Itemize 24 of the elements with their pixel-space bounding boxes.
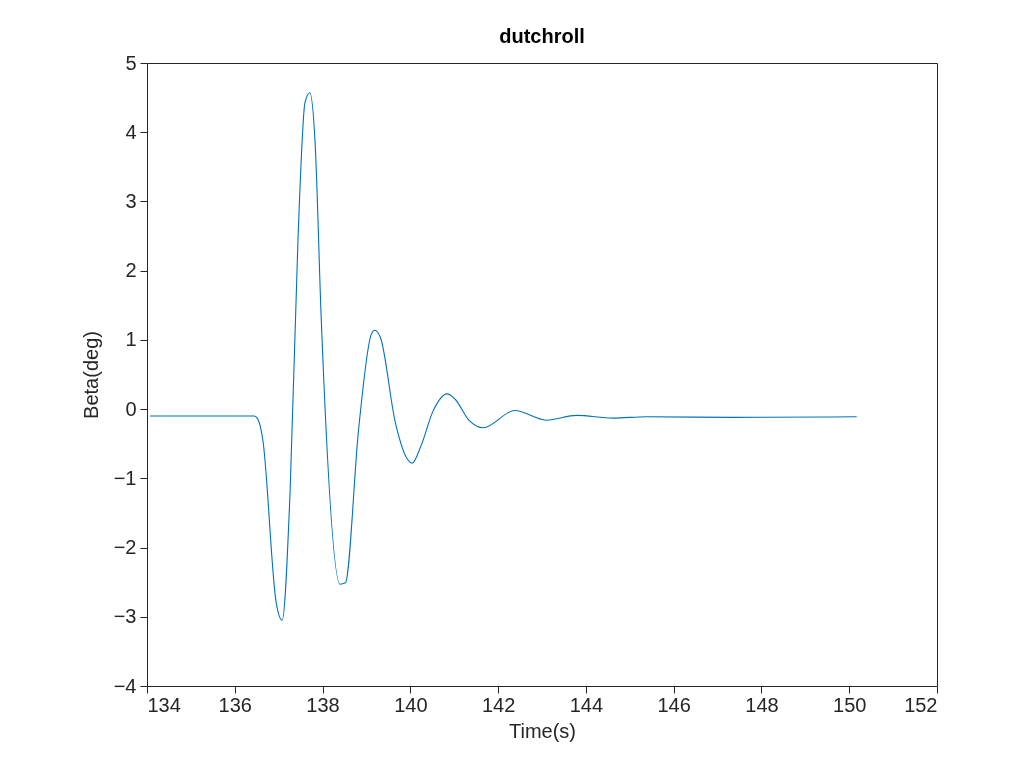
y-tick-label: −2 xyxy=(113,536,137,559)
x-axis-title: Time(s) xyxy=(508,719,577,742)
y-tick-label: 0 xyxy=(125,397,137,420)
x-tick-label: 148 xyxy=(745,693,779,716)
x-tick-label: 152 xyxy=(904,693,938,716)
y-axis-title: Beta(deg) xyxy=(79,331,102,419)
x-tick-label: 140 xyxy=(394,693,428,716)
y-tick-label: −3 xyxy=(113,605,137,628)
y-tick-label: 5 xyxy=(125,51,137,74)
y-tick-label: −4 xyxy=(113,674,137,697)
x-tick-label: 136 xyxy=(218,693,252,716)
y-tick-label: 4 xyxy=(125,120,137,143)
y-tick-label: 2 xyxy=(125,259,137,282)
x-tick-label: 150 xyxy=(833,693,867,716)
y-tick-label: −1 xyxy=(113,466,137,489)
x-tick-label: 134 xyxy=(147,693,181,716)
x-tick-label: 144 xyxy=(569,693,604,716)
y-tick-label: 1 xyxy=(125,328,137,351)
chart-title: dutchroll xyxy=(499,25,585,47)
y-tick-label: 3 xyxy=(125,189,137,212)
x-tick-label: 138 xyxy=(306,693,340,716)
x-tick-label: 146 xyxy=(657,693,691,716)
line-series xyxy=(149,92,858,621)
x-tick-label: 142 xyxy=(481,693,516,716)
